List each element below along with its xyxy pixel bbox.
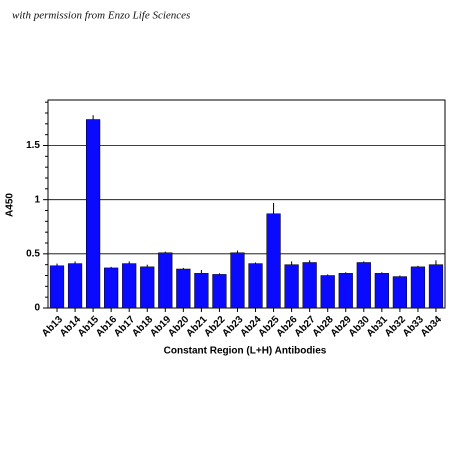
bar: [104, 267, 119, 309]
y-axis-label: A450: [5, 193, 16, 217]
bar: [248, 263, 263, 309]
plot-frame: [47, 99, 446, 309]
bar: [392, 276, 407, 309]
bar: [410, 266, 426, 309]
bar: [338, 273, 353, 309]
bar: [212, 274, 227, 309]
x-axis-label: Constant Region (L+H) Antibodies: [164, 346, 327, 357]
x-tick-label: Ab34: [419, 314, 444, 339]
bar: [266, 213, 281, 309]
bar: [176, 268, 191, 309]
bar: [230, 252, 245, 309]
bar: [158, 252, 173, 309]
bar: [194, 273, 209, 309]
y-tick-label: 1.5: [26, 140, 40, 151]
bar: [86, 119, 101, 309]
y-tick-label: 0: [34, 303, 40, 314]
annotation: with permission from Enzo Life Sciences: [12, 10, 190, 22]
y-tick-label: 0.5: [26, 248, 40, 259]
bar: [356, 262, 371, 309]
bar: [67, 263, 83, 309]
y-tick-label: 1: [34, 194, 40, 205]
bar: [122, 263, 137, 309]
bar: [374, 273, 389, 309]
bar: [140, 266, 155, 309]
bar: [320, 275, 335, 309]
bar: [428, 264, 444, 309]
bar: [284, 264, 299, 309]
bar: [302, 262, 317, 309]
bar: [49, 265, 65, 309]
